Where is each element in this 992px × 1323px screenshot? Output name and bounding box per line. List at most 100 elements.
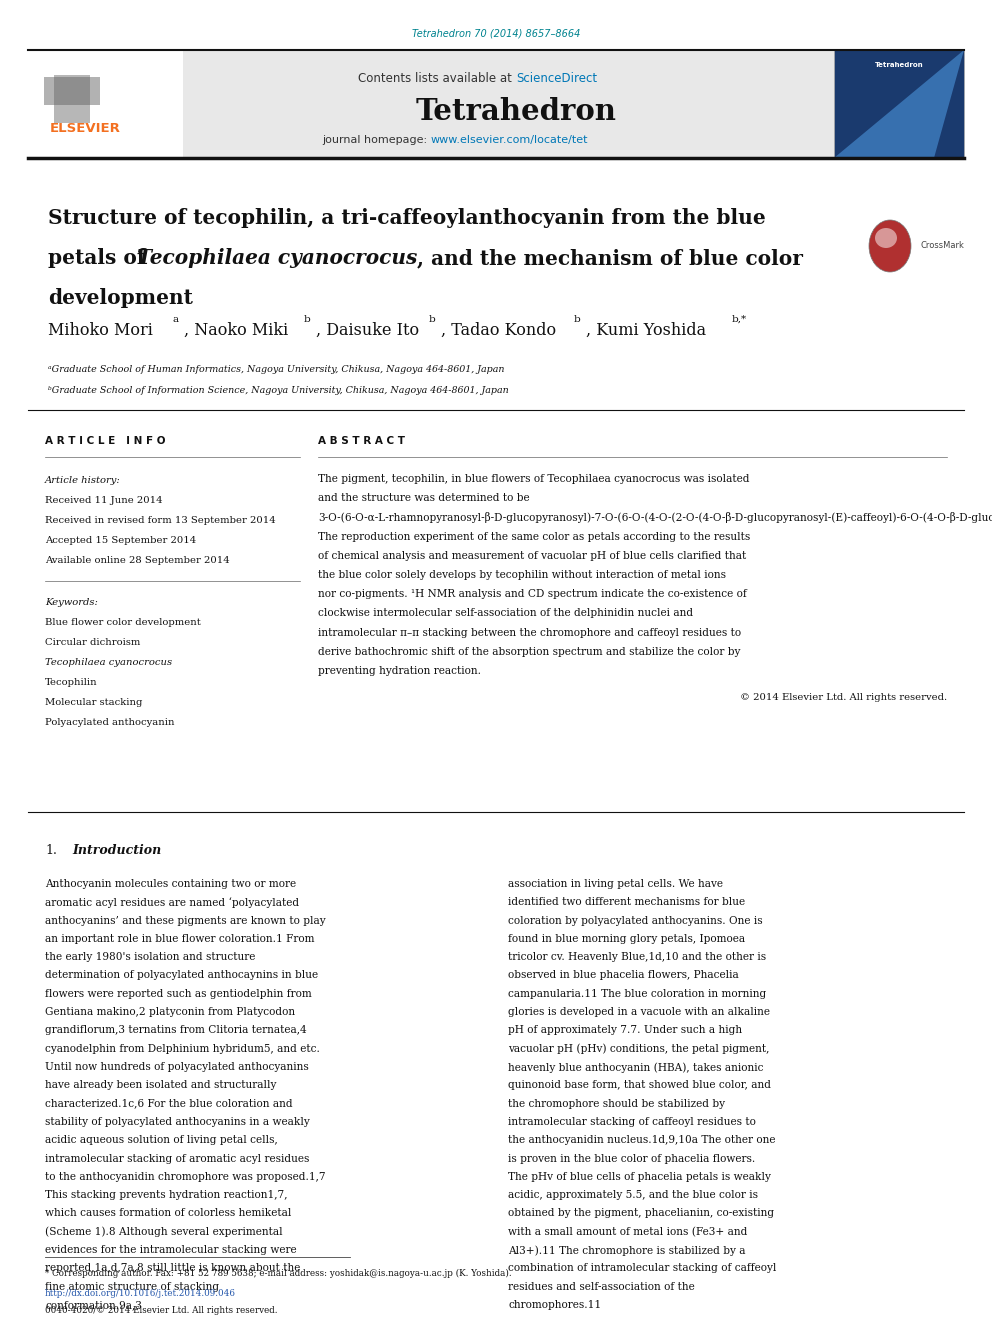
Text: intramolecular stacking of aromatic acyl residues: intramolecular stacking of aromatic acyl…	[45, 1154, 310, 1163]
Text: The pHv of blue cells of phacelia petals is weakly: The pHv of blue cells of phacelia petals…	[508, 1172, 771, 1181]
Text: 1.: 1.	[45, 844, 57, 857]
Text: evidences for the intramolecular stacking were: evidences for the intramolecular stackin…	[45, 1245, 297, 1256]
Text: nor co-pigments. ¹H NMR analysis and CD spectrum indicate the co-existence of: nor co-pigments. ¹H NMR analysis and CD …	[318, 589, 747, 599]
Text: Contents lists available at: Contents lists available at	[358, 71, 516, 85]
Text: stability of polyacylated anthocyanins in a weakly: stability of polyacylated anthocyanins i…	[45, 1117, 310, 1127]
Text: Tecophilin: Tecophilin	[45, 677, 97, 687]
Text: petals of: petals of	[48, 247, 153, 269]
Text: Until now hundreds of polyacylated anthocyanins: Until now hundreds of polyacylated antho…	[45, 1062, 309, 1072]
Text: is proven in the blue color of phacelia flowers.: is proven in the blue color of phacelia …	[508, 1154, 755, 1163]
Text: reported,1a,d,7a,8 still little is known about the: reported,1a,d,7a,8 still little is known…	[45, 1263, 301, 1273]
Text: chromophores.11: chromophores.11	[508, 1301, 601, 1310]
Text: intramolecular π–π stacking between the chromophore and caffeoyl residues to: intramolecular π–π stacking between the …	[318, 627, 741, 638]
Text: Accepted 15 September 2014: Accepted 15 September 2014	[45, 536, 196, 545]
Text: 3-O-(6-O-α-L-rhamnopyranosyl-β-D-glucopyranosyl)-7-O-(6-O-(4-O-(2-O-(4-O-β-D-glu: 3-O-(6-O-α-L-rhamnopyranosyl-β-D-glucopy…	[318, 512, 992, 524]
Text: with a small amount of metal ions (Fe3+ and: with a small amount of metal ions (Fe3+ …	[508, 1226, 747, 1237]
Text: to the anthocyanidin chromophore was proposed.1,7: to the anthocyanidin chromophore was pro…	[45, 1172, 325, 1181]
Text: and the structure was determined to be: and the structure was determined to be	[318, 493, 530, 503]
Text: ᵇGraduate School of Information Science, Nagoya University, Chikusa, Nagoya 464-: ᵇGraduate School of Information Science,…	[48, 386, 509, 396]
Text: , Tadao Kondo: , Tadao Kondo	[441, 321, 557, 339]
Text: Article history:: Article history:	[45, 476, 121, 486]
Text: (Scheme 1).8 Although several experimental: (Scheme 1).8 Although several experiment…	[45, 1226, 283, 1237]
Text: Structure of tecophilin, a tri-caffeoylanthocyanin from the blue: Structure of tecophilin, a tri-caffeoyla…	[48, 208, 766, 228]
Text: Tetrahedron 70 (2014) 8657–8664: Tetrahedron 70 (2014) 8657–8664	[412, 28, 580, 38]
Text: which causes formation of colorless hemiketal: which causes formation of colorless hemi…	[45, 1208, 292, 1218]
Text: flowers were reported such as gentiodelphin from: flowers were reported such as gentiodelp…	[45, 988, 311, 999]
Text: fine atomic structure of stacking: fine atomic structure of stacking	[45, 1282, 219, 1291]
Text: the anthocyanidin nucleus.1d,9,10a The other one: the anthocyanidin nucleus.1d,9,10a The o…	[508, 1135, 776, 1146]
Bar	[834, 50, 964, 157]
Text: heavenly blue anthocyanin (HBA), takes anionic: heavenly blue anthocyanin (HBA), takes a…	[508, 1062, 764, 1073]
Text: A B S T R A C T: A B S T R A C T	[318, 437, 405, 446]
Text: ᵃGraduate School of Human Informatics, Nagoya University, Chikusa, Nagoya 464-86: ᵃGraduate School of Human Informatics, N…	[48, 365, 505, 374]
Text: Tecophilaea cyanocrocus: Tecophilaea cyanocrocus	[137, 247, 418, 269]
Text: coloration by polyacylated anthocyanins. One is: coloration by polyacylated anthocyanins.…	[508, 916, 763, 926]
Text: intramolecular stacking of caffeoyl residues to: intramolecular stacking of caffeoyl resi…	[508, 1117, 756, 1127]
Text: This stacking prevents hydration reaction1,7,: This stacking prevents hydration reactio…	[45, 1191, 288, 1200]
Text: , Daisuke Ito: , Daisuke Ito	[316, 321, 420, 339]
Text: quinonoid base form, that showed blue color, and: quinonoid base form, that showed blue co…	[508, 1081, 771, 1090]
Text: have already been isolated and structurally: have already been isolated and structura…	[45, 1081, 277, 1090]
Text: observed in blue phacelia flowers, Phacelia: observed in blue phacelia flowers, Phace…	[508, 971, 739, 980]
Text: combination of intramolecular stacking of caffeoyl: combination of intramolecular stacking o…	[508, 1263, 777, 1273]
Text: Polyacylated anthocyanin: Polyacylated anthocyanin	[45, 718, 175, 728]
Text: b: b	[574, 315, 580, 324]
Text: * Corresponding author. Fax: +81 52 789 5638; e-mail address: yoshidak@is.nagoya: * Corresponding author. Fax: +81 52 789 …	[45, 1269, 512, 1278]
Text: Blue flower color development: Blue flower color development	[45, 618, 200, 627]
Text: aromatic acyl residues are named ‘polyacylated: aromatic acyl residues are named ‘polyac…	[45, 897, 300, 908]
Polygon shape	[834, 50, 964, 157]
Text: derive bathochromic shift of the absorption spectrum and stabilize the color by: derive bathochromic shift of the absorpt…	[318, 647, 740, 656]
Text: obtained by the pigment, phacelianiın, co-existing: obtained by the pigment, phacelianiın, c…	[508, 1208, 774, 1218]
Text: Al3+).11 The chromophore is stabilized by a: Al3+).11 The chromophore is stabilized b…	[508, 1245, 746, 1256]
Text: Circular dichroism: Circular dichroism	[45, 638, 141, 647]
Text: 0040-4020/© 2014 Elsevier Ltd. All rights reserved.: 0040-4020/© 2014 Elsevier Ltd. All right…	[45, 1306, 278, 1315]
Text: preventing hydration reaction.: preventing hydration reaction.	[318, 665, 481, 676]
Text: cyanodelphin from Delphinium hybridum5, and etc.: cyanodelphin from Delphinium hybridum5, …	[45, 1044, 319, 1053]
Text: Introduction: Introduction	[72, 844, 162, 857]
Text: http://dx.doi.org/10.1016/j.tet.2014.09.046: http://dx.doi.org/10.1016/j.tet.2014.09.…	[45, 1289, 236, 1298]
Ellipse shape	[869, 220, 911, 273]
Ellipse shape	[875, 228, 897, 247]
Text: of chemical analysis and measurement of vacuolar pH of blue cells clarified that: of chemical analysis and measurement of …	[318, 550, 746, 561]
Text: www.elsevier.com/locate/tet: www.elsevier.com/locate/tet	[431, 135, 588, 146]
Text: b: b	[429, 315, 435, 324]
Text: conformation.9a,3: conformation.9a,3	[45, 1301, 142, 1310]
Text: pH of approximately 7.7. Under such a high: pH of approximately 7.7. Under such a hi…	[508, 1025, 742, 1036]
Text: Received 11 June 2014: Received 11 June 2014	[45, 496, 163, 505]
Text: Tecophilaea cyanocrocus: Tecophilaea cyanocrocus	[45, 658, 173, 667]
Text: Molecular stacking: Molecular stacking	[45, 699, 143, 706]
Text: , Naoko Miki: , Naoko Miki	[184, 321, 289, 339]
Text: Gentiana makino,2 platyconin from Platycodon: Gentiana makino,2 platyconin from Platyc…	[45, 1007, 296, 1017]
Text: association in living petal cells. We have: association in living petal cells. We ha…	[508, 878, 723, 889]
Text: Keywords:: Keywords:	[45, 598, 98, 607]
Text: the early 1980's isolation and structure: the early 1980's isolation and structure	[45, 953, 255, 962]
Text: the chromophore should be stabilized by: the chromophore should be stabilized by	[508, 1098, 725, 1109]
Text: , Kumi Yoshida: , Kumi Yoshida	[586, 321, 706, 339]
Text: ScienceDirect: ScienceDirect	[516, 71, 597, 85]
Text: determination of polyacylated anthocaynins in blue: determination of polyacylated anthocayni…	[45, 971, 318, 980]
Text: The reproduction experiment of the same color as petals according to the results: The reproduction experiment of the same …	[318, 532, 750, 541]
Text: The pigment, tecophilin, in blue flowers of Tecophilaea cyanocrocus was isolated: The pigment, tecophilin, in blue flowers…	[318, 474, 750, 484]
Text: b,*: b,*	[732, 315, 747, 324]
Bar	[54, 75, 90, 123]
Text: acidic, approximately 5.5, and the blue color is: acidic, approximately 5.5, and the blue …	[508, 1191, 758, 1200]
Text: Tetrahedron: Tetrahedron	[416, 98, 616, 127]
Text: a: a	[172, 315, 179, 324]
Text: campanularia.11 The blue coloration in morning: campanularia.11 The blue coloration in m…	[508, 988, 766, 999]
Text: Anthocyanin molecules containing two or more: Anthocyanin molecules containing two or …	[45, 878, 297, 889]
Text: Tetrahedron: Tetrahedron	[875, 62, 924, 67]
Text: Available online 28 September 2014: Available online 28 September 2014	[45, 556, 230, 565]
Text: an important role in blue flower coloration.1 From: an important role in blue flower colorat…	[45, 934, 314, 943]
Text: journal homepage:: journal homepage:	[322, 135, 431, 146]
Text: characterized.1c,6 For the blue coloration and: characterized.1c,6 For the blue colorati…	[45, 1098, 293, 1109]
Bar	[28, 50, 964, 157]
Text: ELSEVIER: ELSEVIER	[50, 122, 121, 135]
Text: residues and self-association of the: residues and self-association of the	[508, 1282, 694, 1291]
Text: tricolor cv. Heavenly Blue,1d,10 and the other is: tricolor cv. Heavenly Blue,1d,10 and the…	[508, 953, 766, 962]
Text: acidic aqueous solution of living petal cells,: acidic aqueous solution of living petal …	[45, 1135, 278, 1146]
Text: vacuolar pH (pHv) conditions, the petal pigment,: vacuolar pH (pHv) conditions, the petal …	[508, 1044, 770, 1054]
Text: b: b	[304, 315, 310, 324]
Text: glories is developed in a vacuole with an alkaline: glories is developed in a vacuole with a…	[508, 1007, 770, 1017]
Bar	[28, 50, 183, 157]
Text: CrossMark: CrossMark	[920, 242, 964, 250]
